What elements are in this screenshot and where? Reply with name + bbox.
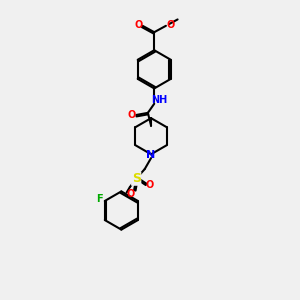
Text: O: O: [166, 20, 174, 30]
Text: S: S: [132, 172, 141, 185]
Text: O: O: [135, 20, 143, 30]
Text: O: O: [128, 110, 136, 120]
Text: N: N: [146, 150, 156, 160]
Text: NH: NH: [152, 95, 168, 105]
Text: F: F: [96, 194, 103, 204]
Text: O: O: [146, 180, 154, 190]
Text: O: O: [127, 188, 135, 199]
